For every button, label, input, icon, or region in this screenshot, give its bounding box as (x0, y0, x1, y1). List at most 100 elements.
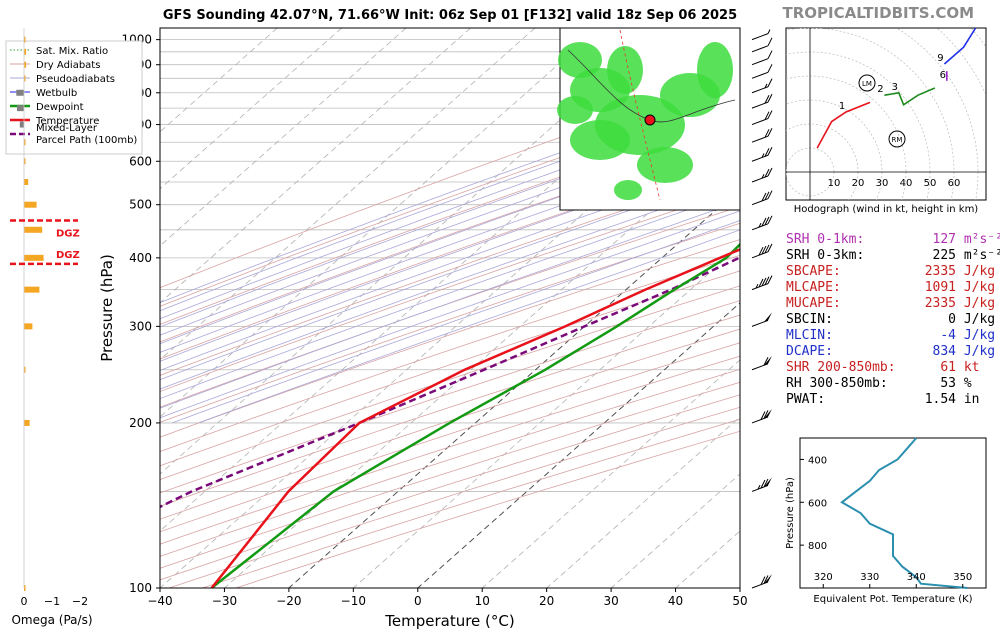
index-unit: J/kg (956, 280, 996, 295)
wind-barb (751, 147, 773, 162)
omega-bar (24, 61, 27, 68)
x-axis-label: Temperature (°C) (384, 612, 514, 630)
isotherm (610, 473, 740, 588)
dry-adiabat (160, 222, 740, 423)
isotherm (160, 28, 407, 247)
dry-adiabat (160, 254, 740, 453)
legend-label: Mixed-Layer (36, 123, 98, 134)
pseudoadiabat (172, 220, 740, 424)
index-value: 2335 (924, 264, 956, 279)
index-unit: m²s⁻² (956, 232, 1000, 247)
theta-e-line (840, 437, 968, 589)
theta-e-y-tick-label: 800 (808, 541, 827, 552)
index-value: 0 (948, 312, 956, 327)
index-row: SHR 200-850mb: 61 kt (786, 360, 1000, 376)
y-tick-label: 200 (129, 416, 152, 430)
hodograph-height-label: 1 (839, 101, 845, 112)
x-tick-label: −30 (212, 594, 237, 608)
pseudoadiabat (160, 152, 740, 362)
location-marker (644, 114, 656, 126)
precip-area (570, 120, 630, 160)
isotherm (546, 416, 740, 588)
hodograph-height-label: 2 (877, 84, 883, 95)
legend-label: Parcel Path (100mb) (36, 135, 137, 146)
pseudoadiabat (198, 229, 740, 424)
indices-panel: SRH 0-1km: 127 m²s⁻² SRH 0-3km: 225 m²s⁻² SB… (786, 232, 1000, 408)
pseudoadiabat (160, 162, 740, 371)
wind-barb (751, 312, 772, 327)
theta-e-x-tick-label: 350 (953, 572, 972, 583)
theta-e-y-label: Pressure (hPa) (785, 477, 796, 549)
y-tick-label: 400 (129, 251, 152, 265)
dry-adiabat (160, 188, 740, 392)
x-tick-label: −20 (276, 594, 301, 608)
isotherm (160, 28, 278, 133)
wind-barb (751, 243, 773, 259)
legend-label: Sat. Mix. Ratio (36, 46, 108, 57)
y-tick-label: 300 (129, 319, 152, 333)
theta-e-frame (799, 437, 987, 589)
index-row: MLCIN: -4 J/kg (786, 328, 1000, 344)
index-value: 61 (940, 360, 956, 375)
x-tick-label: 0 (414, 594, 422, 608)
x-tick-label: −40 (147, 594, 172, 608)
hodograph-ring-label: 50 (924, 178, 937, 189)
y-tick-label: 100 (129, 581, 152, 595)
hodograph-ring-label: 60 (948, 178, 961, 189)
chart-title: GFS Sounding 42.07°N, 71.66°W Init: 06z … (162, 8, 738, 23)
wind-barb (751, 37, 773, 53)
y-axis-label: Pressure (hPa) (98, 254, 116, 362)
precip-area (607, 46, 643, 94)
skewt-frame (159, 27, 741, 589)
storm-motion-label: LM (862, 80, 872, 88)
hodograph-trace (816, 101, 871, 149)
omega-bar (19, 121, 24, 128)
wind-barb (751, 275, 773, 291)
hodograph-height-label: 9 (937, 53, 943, 64)
dry-adiabat (160, 300, 740, 494)
precip-area (697, 42, 733, 98)
x-tick-label: 10 (475, 594, 490, 608)
x-tick-label: 30 (603, 594, 618, 608)
wind-barb (751, 78, 773, 94)
pseudoadiabat (160, 210, 740, 419)
index-unit: J/kg (956, 328, 996, 343)
index-unit: J/kg (956, 312, 996, 327)
legend: Sat. Mix. Ratio Dry Adiabats Pseudoadiabat… (5, 40, 143, 155)
wind-barb (751, 29, 771, 41)
index-label: MLCAPE: (786, 280, 841, 295)
index-value: 2335 (924, 296, 956, 311)
index-label: SRH 0-1km: (786, 232, 865, 247)
wind-barb (751, 64, 773, 79)
theta-e-x-label: Equivalent Pot. Temperature (K) (813, 594, 972, 605)
wind-barb (751, 355, 772, 371)
inset-map (557, 27, 741, 211)
omega-bar (24, 48, 27, 55)
omega-bar (24, 254, 44, 261)
pseudoadiabat (160, 171, 740, 381)
theta-e-chart: 320 330 340 350 400 600 800 Equivalent Pot. Tem… (785, 437, 987, 605)
legend-label: Dewpoint (36, 102, 84, 113)
dgz-label: DGZ (56, 250, 80, 261)
legend-label: Wetbulb (36, 88, 77, 99)
index-label: SHR 200-850mb: (786, 360, 896, 375)
temperature-line (210, 248, 740, 588)
wind-barb (751, 215, 773, 231)
index-value: 53 (940, 376, 956, 391)
dry-adiabat (160, 206, 740, 408)
omega-bar (24, 419, 30, 426)
wind-barb (751, 93, 773, 109)
index-label: MUCAPE: (786, 296, 841, 311)
dry-adiabat (160, 94, 740, 307)
index-value: 1.54 (924, 392, 956, 407)
index-label: PWAT: (786, 392, 826, 407)
hodograph-ring-label: 20 (852, 178, 865, 189)
dry-adiabat (160, 270, 740, 467)
index-row: PWAT: 1.54 in (786, 392, 1000, 408)
index-row: SBCAPE: 2335 J/kg (786, 264, 1000, 280)
omega-bar (24, 201, 37, 208)
dry-adiabat (160, 171, 740, 376)
index-value: -4 (940, 328, 956, 343)
index-value: 127 (932, 232, 956, 247)
legend-label: Pseudoadiabats (36, 74, 115, 85)
